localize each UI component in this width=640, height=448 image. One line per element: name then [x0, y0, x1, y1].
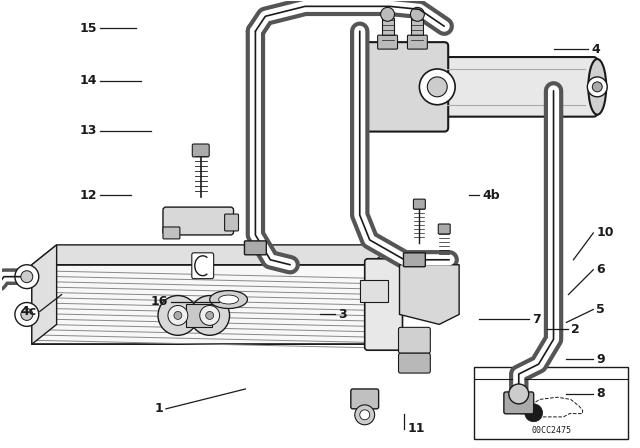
Text: 2: 2 — [572, 323, 580, 336]
Circle shape — [592, 82, 602, 92]
Text: 10: 10 — [596, 226, 614, 239]
Circle shape — [205, 311, 214, 319]
FancyBboxPatch shape — [225, 214, 239, 231]
Polygon shape — [32, 245, 57, 344]
FancyBboxPatch shape — [192, 144, 209, 157]
Circle shape — [355, 405, 374, 425]
Circle shape — [15, 302, 39, 326]
FancyBboxPatch shape — [244, 241, 266, 255]
Polygon shape — [32, 245, 394, 265]
Text: 4c: 4c — [20, 305, 36, 318]
Circle shape — [168, 306, 188, 325]
FancyBboxPatch shape — [163, 227, 180, 239]
Ellipse shape — [219, 295, 239, 304]
Text: 12: 12 — [80, 189, 97, 202]
Bar — [381, 18, 394, 46]
Bar — [360, 280, 388, 302]
Bar — [186, 303, 212, 327]
FancyBboxPatch shape — [504, 392, 534, 414]
FancyBboxPatch shape — [192, 253, 214, 279]
FancyBboxPatch shape — [413, 199, 426, 209]
Polygon shape — [399, 265, 459, 324]
Text: 3: 3 — [338, 308, 346, 321]
Text: 7: 7 — [532, 313, 540, 326]
Circle shape — [509, 384, 529, 404]
Text: 13: 13 — [80, 124, 97, 137]
Text: 5: 5 — [596, 303, 605, 316]
Text: 1: 1 — [154, 402, 163, 415]
Text: 4b: 4b — [482, 189, 500, 202]
Circle shape — [588, 77, 607, 97]
FancyBboxPatch shape — [365, 259, 403, 350]
Circle shape — [158, 296, 198, 335]
FancyBboxPatch shape — [163, 207, 234, 235]
FancyBboxPatch shape — [378, 35, 397, 49]
FancyBboxPatch shape — [408, 35, 428, 49]
Text: 11: 11 — [408, 422, 425, 435]
Circle shape — [200, 306, 220, 325]
FancyBboxPatch shape — [438, 224, 450, 234]
Circle shape — [410, 7, 424, 21]
Text: 14: 14 — [80, 74, 97, 87]
FancyBboxPatch shape — [399, 327, 430, 353]
Polygon shape — [32, 324, 394, 344]
Bar — [474, 367, 628, 439]
Circle shape — [190, 296, 230, 335]
Circle shape — [428, 77, 447, 97]
FancyBboxPatch shape — [399, 353, 430, 373]
Text: 15: 15 — [80, 22, 97, 35]
Text: 4: 4 — [591, 43, 600, 56]
Circle shape — [15, 265, 39, 289]
Bar — [412, 18, 423, 46]
Circle shape — [360, 410, 370, 420]
Text: 8: 8 — [596, 388, 605, 401]
FancyBboxPatch shape — [403, 253, 426, 267]
Circle shape — [21, 309, 33, 320]
Text: 6: 6 — [596, 263, 605, 276]
Circle shape — [525, 404, 543, 422]
Circle shape — [419, 69, 455, 105]
Polygon shape — [32, 265, 370, 344]
Text: 9: 9 — [596, 353, 605, 366]
Polygon shape — [520, 397, 582, 417]
Circle shape — [174, 311, 182, 319]
Text: 16: 16 — [150, 295, 168, 308]
Ellipse shape — [210, 291, 248, 309]
Circle shape — [21, 271, 33, 283]
Text: 00CC2475: 00CC2475 — [531, 426, 571, 435]
FancyBboxPatch shape — [435, 57, 597, 116]
Ellipse shape — [588, 59, 606, 115]
Circle shape — [381, 7, 394, 21]
FancyBboxPatch shape — [351, 389, 379, 409]
FancyBboxPatch shape — [365, 42, 448, 132]
